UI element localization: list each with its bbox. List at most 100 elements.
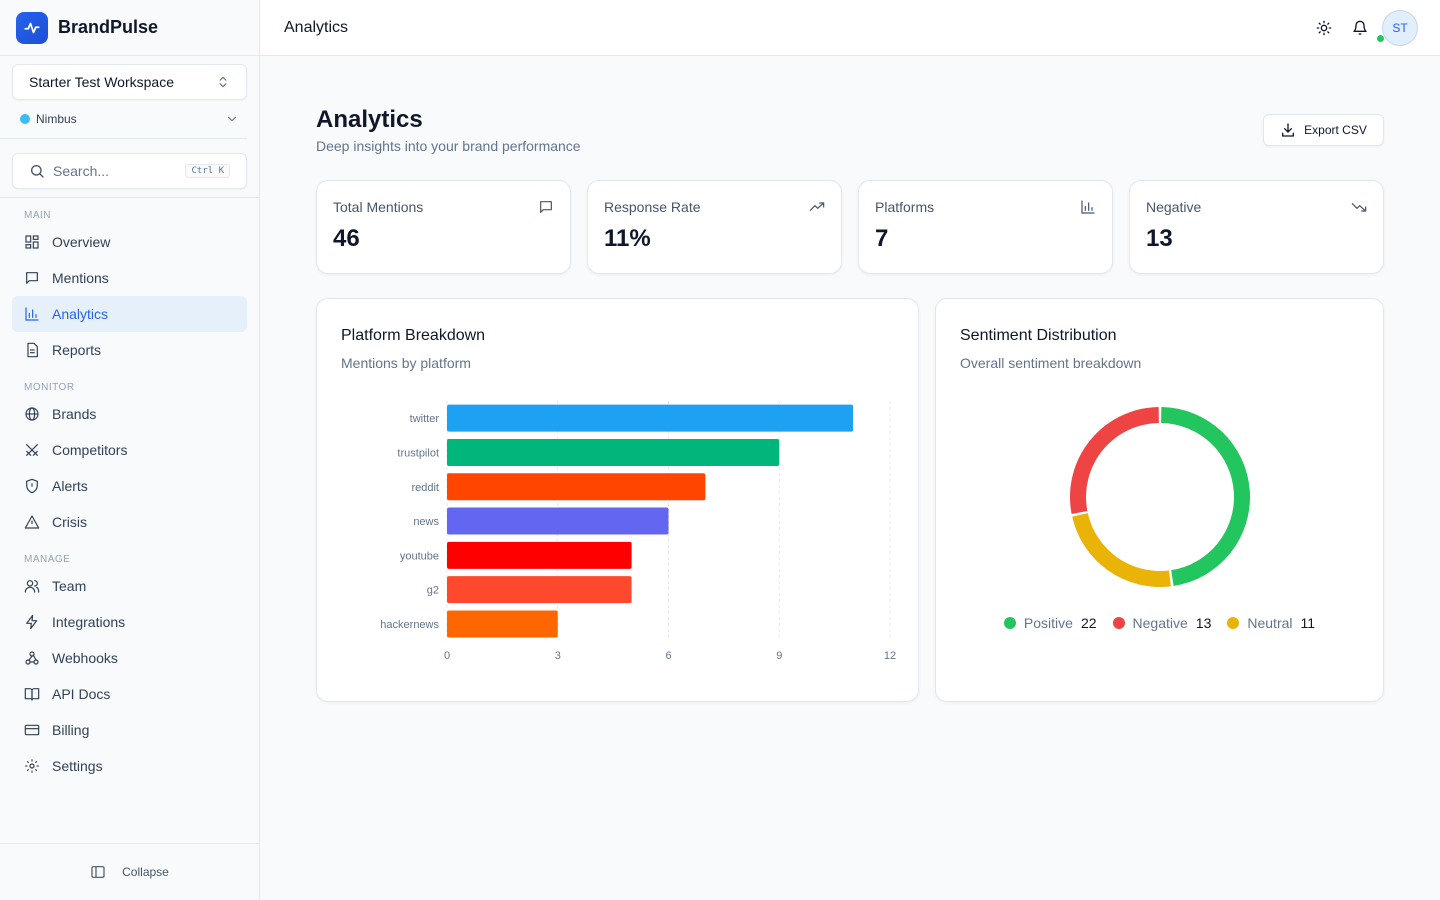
sidebar-item-label: Brands	[52, 406, 97, 422]
sidebar-item-label: Billing	[52, 722, 90, 738]
notifications-button[interactable]	[1342, 10, 1384, 46]
sidebar-item-label: Team	[52, 578, 87, 594]
bar-chart-icon	[1081, 200, 1095, 214]
brand-header[interactable]: BrandPulse	[0, 0, 259, 56]
theme-toggle-button[interactable]	[1306, 10, 1342, 46]
slice-positive[interactable]	[1161, 407, 1251, 586]
legend-value: 11	[1300, 615, 1316, 631]
bar-chart-icon	[25, 307, 39, 321]
export-csv-button[interactable]: Export CSV	[1263, 114, 1384, 146]
sun-icon	[1316, 20, 1332, 36]
slice-negative[interactable]	[1070, 407, 1159, 514]
sidebar-item-label: Overview	[52, 234, 111, 250]
sidebar-item-billing[interactable]: Billing	[12, 712, 247, 748]
bar-trustpilot[interactable]	[447, 438, 780, 466]
search-input[interactable]: Search... Ctrl K	[12, 153, 247, 189]
nav-section-main: MAIN	[24, 210, 51, 221]
sidebar-item-label: API Docs	[52, 686, 111, 702]
platform-breakdown-panel: Platform Breakdown Mentions by platform …	[316, 298, 919, 702]
panel-subtitle: Overall sentiment breakdown	[960, 355, 1142, 371]
sidebar-item-label: Webhooks	[52, 650, 118, 666]
stat-label: Total Mentions	[333, 199, 424, 215]
sidebar-item-brands[interactable]: Brands	[12, 396, 247, 432]
bar-hackernews[interactable]	[447, 610, 558, 638]
lightning-icon	[26, 614, 38, 630]
bar-news[interactable]	[447, 507, 669, 535]
credit-card-icon	[24, 724, 40, 736]
sidebar-item-crisis[interactable]: Crisis	[12, 504, 247, 540]
slice-neutral[interactable]	[1072, 513, 1171, 587]
sidebar-item-label: Competitors	[52, 442, 128, 458]
sidebar-item-overview[interactable]: Overview	[12, 224, 247, 260]
sidebar-item-alerts[interactable]: Alerts	[12, 468, 247, 504]
page-subtitle: Deep insights into your brand performanc…	[316, 138, 581, 154]
panel-subtitle: Mentions by platform	[341, 355, 471, 371]
brand-logo-icon	[16, 11, 48, 44]
legend-item-positive: Positive 22	[1003, 615, 1097, 631]
collapse-label: Collapse	[122, 865, 169, 879]
x-tick-label: 9	[776, 650, 782, 662]
category-label: trustpilot	[397, 447, 439, 459]
legend-label: Positive	[1023, 615, 1073, 631]
stat-card-platforms: Platforms 7	[858, 180, 1113, 274]
sidebar-item-competitors[interactable]: Competitors	[12, 432, 247, 468]
category-label: youtube	[400, 550, 439, 562]
message-icon	[540, 201, 552, 213]
webhook-icon	[25, 651, 39, 665]
export-csv-label: Export CSV	[1304, 123, 1367, 137]
x-tick-label: 3	[555, 650, 561, 662]
trending-up-icon	[809, 202, 825, 211]
legend-label: Neutral	[1247, 615, 1293, 631]
brand-name: BrandPulse	[58, 17, 159, 37]
platform-bar-chart: 0 3 6 9 12 twitter trustpilot reddit news youtube…	[380, 401, 896, 662]
sidebar-toggle-icon	[91, 866, 105, 878]
grid-icon	[25, 235, 39, 249]
stat-value: 46	[333, 225, 360, 252]
globe-icon	[25, 407, 39, 421]
bell-icon	[1353, 20, 1367, 35]
sentiment-donut-chart	[1070, 407, 1251, 587]
sidebar-item-settings[interactable]: Settings	[12, 748, 247, 784]
category-label: news	[413, 516, 439, 528]
bar-reddit[interactable]	[447, 473, 706, 501]
sidebar-item-reports[interactable]: Reports	[12, 332, 247, 368]
collapse-button[interactable]: Collapse	[0, 843, 259, 900]
stat-label: Response Rate	[604, 199, 701, 215]
document-icon	[27, 342, 38, 358]
sidebar-item-integrations[interactable]: Integrations	[12, 604, 247, 640]
bar-twitter[interactable]	[447, 404, 854, 432]
stat-value: 7	[875, 225, 889, 252]
stat-card-negative: Negative 13	[1129, 180, 1384, 274]
avatar[interactable]: ST	[1382, 10, 1418, 46]
legend-dot	[1003, 617, 1016, 629]
book-icon	[24, 688, 40, 701]
sidebar-item-label: Reports	[52, 342, 102, 358]
sidebar-item-team[interactable]: Team	[12, 568, 247, 604]
chevron-down-icon	[227, 116, 237, 122]
sidebar-item-analytics[interactable]: Analytics	[12, 296, 247, 332]
category-label: g2	[427, 585, 439, 597]
workspace-name: Starter Test Workspace	[29, 74, 174, 90]
bar-youtube[interactable]	[447, 541, 632, 569]
x-tick-label: 6	[665, 650, 671, 662]
sidebar-item-webhooks[interactable]: Webhooks	[12, 640, 247, 676]
sidebar-item-api-docs[interactable]: API Docs	[12, 676, 247, 712]
users-icon	[24, 580, 40, 593]
stat-label: Negative	[1146, 199, 1202, 215]
brand-selector[interactable]: Nimbus	[12, 100, 247, 138]
stat-value: 13	[1146, 225, 1173, 252]
sidebar-item-label: Analytics	[52, 306, 109, 322]
stat-card-total-mentions: Total Mentions 46	[316, 180, 571, 274]
sidebar-item-mentions[interactable]: Mentions	[12, 260, 247, 296]
bar-g2[interactable]	[447, 576, 632, 604]
nav-section-manage: MANAGE	[24, 554, 71, 565]
sentiment-distribution-panel: Sentiment Distribution Overall sentiment…	[935, 298, 1384, 702]
brand-selector-label: Nimbus	[36, 112, 77, 126]
sidebar-item-label: Alerts	[52, 478, 88, 494]
legend-item-negative: Negative 13	[1112, 615, 1211, 631]
workspace-switcher[interactable]: Starter Test Workspace	[12, 64, 247, 100]
notification-indicator	[1377, 35, 1384, 42]
gear-icon	[25, 759, 39, 773]
chevron-up-down-icon	[219, 76, 227, 88]
stat-card-response-rate: Response Rate 11%	[587, 180, 842, 274]
